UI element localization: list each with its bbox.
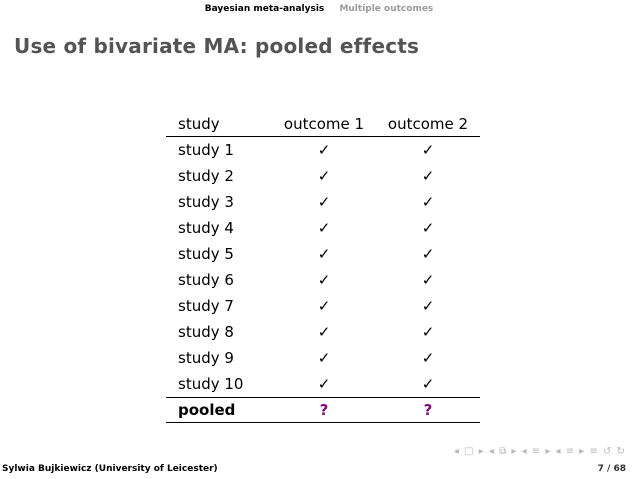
study-name-cell: study 8 [178, 323, 234, 341]
slide-title: Use of bivariate MA: pooled effects [14, 34, 420, 58]
outcome-2-check: ✓ [421, 349, 435, 367]
study-name-cell: study 10 [178, 375, 244, 393]
study-name-cell: study 5 [178, 245, 234, 263]
column-header-study: study [166, 112, 272, 137]
outcome-2-check: ✓ [421, 271, 435, 289]
pooled-label: pooled [166, 397, 272, 423]
section-navigation: Bayesian meta-analysis Multiple outcomes [0, 4, 638, 14]
study-name-cell: study 4 [178, 219, 234, 237]
table-row: study 7 ✓ ✓ [166, 293, 480, 319]
table-row: study 1 ✓ ✓ [166, 137, 480, 164]
beamer-navigation-icons[interactable]: ◂ □ ▸ ◂ ⧉ ▸ ◂ ≡ ▸ ◂ ≡ ▸ ≡ ↺ ↻ [453, 446, 626, 457]
table-row: study 4 ✓ ✓ [166, 215, 480, 241]
table-row: study 6 ✓ ✓ [166, 267, 480, 293]
column-header-outcome-1: outcome 1 [272, 112, 376, 137]
pooled-outcome-1: ? [272, 397, 376, 423]
table-row: study 9 ✓ ✓ [166, 345, 480, 371]
pooled-row: pooled?? [166, 397, 480, 423]
column-header-outcome-2: outcome 2 [376, 112, 480, 137]
study-name-cell: study 9 [178, 349, 234, 367]
table-row: study 10 ✓ ✓ [166, 371, 480, 398]
study-name-cell: study 6 [178, 271, 234, 289]
outcome-2-check: ✓ [421, 375, 435, 393]
study-outcomes-table: study outcome 1 outcome 2 study 1 ✓ ✓ study… [166, 112, 480, 423]
outcome-2-check: ✓ [421, 141, 435, 159]
study-name-cell: study 1 [178, 141, 234, 159]
table-row: study 8 ✓ ✓ [166, 319, 480, 345]
outcome-1-check: ✓ [317, 297, 331, 315]
section-link-multiple-outcomes[interactable]: Multiple outcomes [339, 4, 434, 14]
study-name-cell: study 2 [178, 167, 234, 185]
study-name-cell: study 3 [178, 193, 234, 211]
outcome-1-check: ✓ [317, 193, 331, 211]
table-row: study 2 ✓ ✓ [166, 163, 480, 189]
outcome-2-check: ✓ [421, 245, 435, 263]
page-number: 7 / 68 [597, 464, 626, 474]
section-link-bayesian-meta-analysis[interactable]: Bayesian meta-analysis [204, 4, 325, 14]
outcome-1-check: ✓ [317, 219, 331, 237]
outcome-1-check: ✓ [317, 323, 331, 341]
outcome-2-check: ✓ [421, 193, 435, 211]
outcome-1-check: ✓ [317, 375, 331, 393]
table-header-row: study outcome 1 outcome 2 [166, 112, 480, 137]
footer-author: Sylwia Bujkiewicz (University of Leicest… [2, 464, 218, 474]
outcome-1-check: ✓ [317, 141, 331, 159]
outcome-2-check: ✓ [421, 297, 435, 315]
pooled-outcome-2: ? [376, 397, 480, 423]
outcome-1-check: ✓ [317, 167, 331, 185]
outcome-1-check: ✓ [317, 271, 331, 289]
outcome-2-check: ✓ [421, 323, 435, 341]
outcome-2-check: ✓ [421, 219, 435, 237]
table-row: study 5 ✓ ✓ [166, 241, 480, 267]
outcome-1-check: ✓ [317, 245, 331, 263]
study-name-cell: study 7 [178, 297, 234, 315]
outcome-2-check: ✓ [421, 167, 435, 185]
outcome-1-check: ✓ [317, 349, 331, 367]
table-row: study 3 ✓ ✓ [166, 189, 480, 215]
table-body: study 1 ✓ ✓ study 2 ✓ ✓ study 3 ✓ ✓ study 4 ✓ ✓ stud… [166, 137, 480, 423]
